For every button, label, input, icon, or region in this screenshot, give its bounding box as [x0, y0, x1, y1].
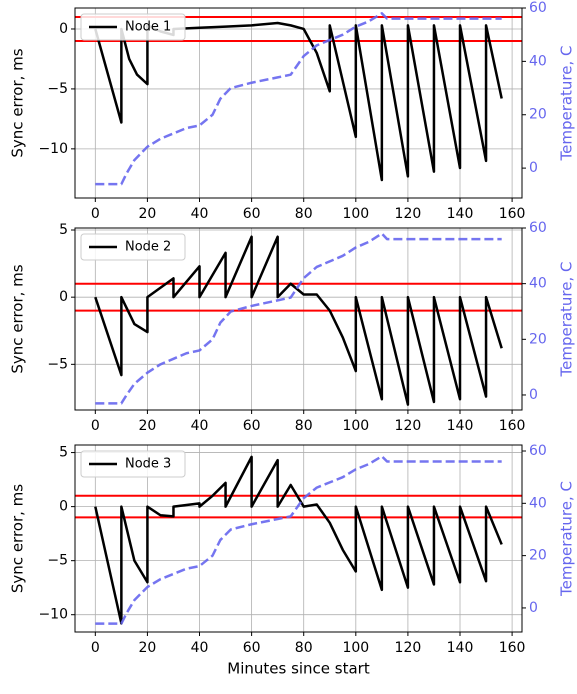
x-tick-label: 160 — [499, 418, 526, 434]
y2-axis-label: Temperature, C — [558, 45, 576, 161]
y-tick-label: −5 — [47, 356, 68, 372]
y2-axis-label: Temperature, C — [558, 481, 576, 597]
subplot: 0 20 40 60 80 100 120 140 160 0 −5 −10 0 20 40 60 Node 1… — [9, 0, 576, 222]
y2-tick-label: 0 — [529, 160, 538, 176]
x-tick-label: 140 — [447, 206, 474, 222]
x-tick-label: 60 — [243, 640, 261, 656]
legend-box — [80, 450, 186, 478]
x-tick-label: 140 — [447, 418, 474, 434]
y2-tick-label: 20 — [529, 331, 547, 347]
x-tick-label: 100 — [342, 418, 369, 434]
x-tick-label: 80 — [295, 640, 313, 656]
x-tick-label: 40 — [191, 418, 209, 434]
y-tick-label: 5 — [59, 222, 68, 238]
y2-tick-label: 40 — [529, 495, 547, 511]
series-line — [95, 12, 502, 186]
y2-tick-label: 20 — [529, 107, 547, 123]
x-tick-label: 80 — [295, 418, 313, 434]
y-axis-label: Sync error, ms — [9, 48, 27, 157]
x-tick-label: 60 — [243, 418, 261, 434]
x-tick-label: 20 — [139, 206, 157, 222]
y2-tick-label: 60 — [529, 443, 547, 459]
y-tick-label: −5 — [47, 553, 68, 569]
y2-axis-label: Temperature, C — [558, 261, 576, 377]
x-tick-label: 20 — [139, 640, 157, 656]
subplot: 0 20 40 60 80 100 120 140 160 5 0 −5 0 20 40 60 Node 2 Sy… — [9, 220, 576, 434]
legend-label: Node 1 — [125, 20, 171, 35]
plot-frame — [74, 7, 523, 199]
x-tick-label: 120 — [395, 418, 422, 434]
series-line — [94, 455, 503, 625]
y-tick-label: −10 — [38, 607, 68, 623]
x-tick-label: 40 — [191, 640, 209, 656]
y2-tick-label: 0 — [529, 600, 538, 616]
legend-box — [80, 13, 186, 41]
legend-box — [80, 233, 186, 261]
plot-frame — [74, 444, 523, 633]
x-tick-label: 100 — [342, 640, 369, 656]
y2-tick-label: 40 — [529, 53, 547, 69]
x-axis-label: Minutes since start — [227, 660, 370, 678]
y-tick-label: −5 — [47, 81, 68, 97]
y-tick-label: −10 — [38, 141, 68, 157]
series-line — [94, 21, 503, 182]
y-tick-label: 0 — [59, 289, 68, 305]
y-tick-label: 5 — [59, 445, 68, 461]
x-tick-label: 0 — [91, 206, 100, 222]
x-tick-label: 80 — [295, 206, 313, 222]
x-tick-label: 0 — [91, 640, 100, 656]
y-tick-label: 0 — [59, 21, 68, 37]
series-line — [95, 232, 502, 405]
x-tick-label: 140 — [447, 640, 474, 656]
x-tick-label: 60 — [243, 206, 261, 222]
y-axis-label: Sync error, ms — [9, 264, 27, 373]
y-tick-label: 0 — [59, 499, 68, 515]
series-line — [95, 455, 502, 625]
y2-tick-label: 0 — [529, 387, 538, 403]
x-tick-label: 160 — [499, 206, 526, 222]
x-tick-label: 0 — [91, 418, 100, 434]
x-tick-label: 120 — [395, 640, 422, 656]
y2-tick-label: 60 — [529, 0, 547, 16]
x-tick-label: 100 — [342, 206, 369, 222]
plot-frame — [74, 227, 523, 411]
x-tick-label: 160 — [499, 640, 526, 656]
x-tick-label: 40 — [191, 206, 209, 222]
y-axis-label: Sync error, ms — [9, 484, 27, 593]
y2-tick-label: 60 — [529, 220, 547, 236]
legend-label: Node 2 — [125, 240, 171, 255]
x-tick-label: 20 — [139, 418, 157, 434]
y2-tick-label: 20 — [529, 548, 547, 564]
subplot: 0 20 40 60 80 100 120 140 160 5 0 −5 −10 0 20 40 60 Node … — [9, 443, 576, 677]
series-line — [94, 235, 503, 406]
y2-tick-label: 40 — [529, 276, 547, 292]
legend-label: Node 3 — [125, 457, 171, 472]
x-tick-label: 120 — [395, 206, 422, 222]
